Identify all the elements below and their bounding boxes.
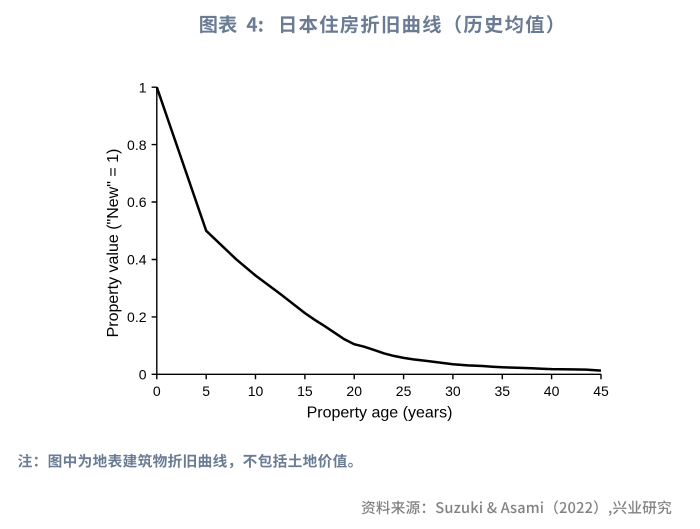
svg-text:0.2: 0.2 [127,309,147,325]
svg-text:15: 15 [297,383,313,399]
svg-text:45: 45 [593,383,609,399]
svg-text:40: 40 [544,383,560,399]
svg-text:0: 0 [139,367,147,383]
svg-text:0.4: 0.4 [127,252,147,268]
svg-text:0.8: 0.8 [127,137,147,153]
svg-text:30: 30 [445,383,461,399]
svg-text:Property value ("New" = 1): Property value ("New" = 1) [105,149,122,338]
svg-text:0: 0 [153,383,161,399]
svg-text:20: 20 [346,383,362,399]
svg-text:5: 5 [202,383,210,399]
svg-text:35: 35 [495,383,511,399]
svg-text:10: 10 [248,383,264,399]
svg-text:25: 25 [396,383,412,399]
svg-text:1: 1 [139,79,147,95]
svg-text:Property age (years): Property age (years) [307,405,453,422]
svg-text:0.6: 0.6 [127,194,147,210]
